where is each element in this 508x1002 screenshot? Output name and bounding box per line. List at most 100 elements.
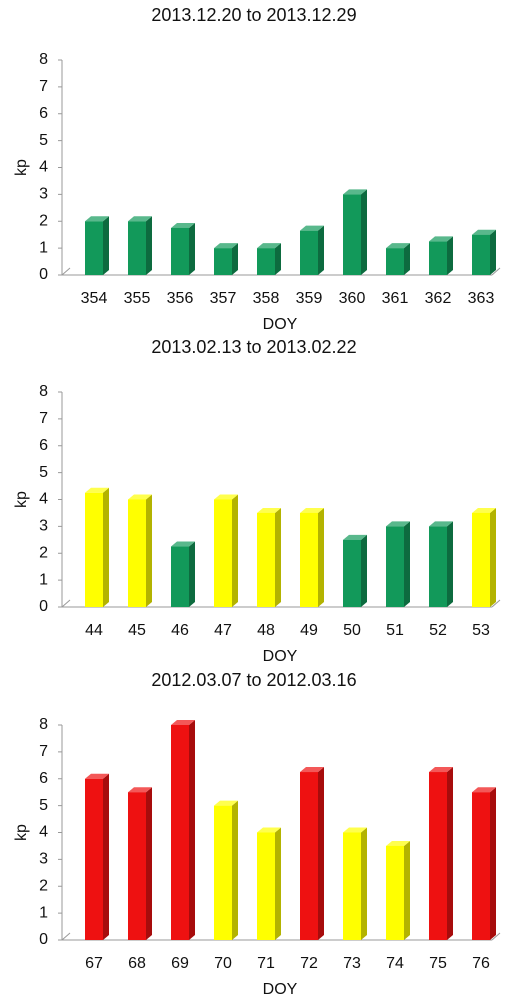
bar-side xyxy=(490,787,496,940)
x-tick-label: 48 xyxy=(257,622,275,639)
bar-side xyxy=(318,507,324,607)
x-tick-label: 361 xyxy=(382,290,409,307)
bar xyxy=(171,546,189,607)
bar xyxy=(128,792,146,940)
y-tick-label: 3 xyxy=(39,851,48,868)
bar-side xyxy=(275,243,281,275)
x-axis-label: DOY xyxy=(263,316,298,333)
x-tick-label: 52 xyxy=(429,622,447,639)
bar-side xyxy=(146,494,152,607)
bar xyxy=(214,499,232,607)
bar-top xyxy=(171,541,195,547)
bar-top xyxy=(257,507,281,513)
bar xyxy=(214,248,232,275)
x-tick-label: 46 xyxy=(171,622,189,639)
y-tick-label: 2 xyxy=(39,544,48,561)
bar xyxy=(257,832,275,940)
bar xyxy=(85,778,103,940)
y-tick-label: 7 xyxy=(39,78,48,95)
bar-side xyxy=(447,767,453,940)
bar-top xyxy=(429,236,453,242)
bar-top xyxy=(300,507,324,513)
bar-side xyxy=(275,507,281,607)
y-tick-label: 4 xyxy=(39,159,48,176)
x-tick-label: 360 xyxy=(339,290,366,307)
floor-line xyxy=(491,267,501,276)
bar xyxy=(343,539,361,607)
bar-top xyxy=(128,494,152,500)
x-tick-label: 73 xyxy=(343,955,361,972)
bar-top xyxy=(85,216,109,222)
x-tick-label: 69 xyxy=(171,955,189,972)
y-tick-label: 0 xyxy=(39,598,48,615)
x-tick-label: 75 xyxy=(429,955,447,972)
bar-top xyxy=(214,494,238,500)
bar-top xyxy=(171,720,195,725)
bar-side xyxy=(447,236,453,275)
bar-top xyxy=(85,487,109,493)
bar xyxy=(171,725,189,940)
y-tick-label: 6 xyxy=(39,437,48,454)
y-axis-label: kp xyxy=(13,824,30,841)
x-tick-label: 363 xyxy=(468,290,495,307)
x-tick-label: 68 xyxy=(128,955,146,972)
x-tick-label: 50 xyxy=(343,622,361,639)
chart-title: 2013.02.13 to 2013.02.22 xyxy=(151,337,356,357)
y-tick-label: 0 xyxy=(39,266,48,283)
bar-top xyxy=(343,534,367,540)
bar-side xyxy=(404,840,410,940)
bar-side xyxy=(189,222,195,275)
bar-side xyxy=(490,229,496,275)
y-tick-label: 8 xyxy=(39,383,48,400)
y-tick-label: 2 xyxy=(39,212,48,229)
floor-line xyxy=(61,599,71,608)
bar xyxy=(386,845,404,940)
bar-top xyxy=(128,787,152,793)
x-tick-label: 354 xyxy=(81,290,108,307)
bar-top xyxy=(300,225,324,231)
bar-top xyxy=(343,189,367,195)
floor-line xyxy=(61,932,71,941)
x-tick-label: 359 xyxy=(296,290,323,307)
bar xyxy=(300,230,318,275)
x-axis-label: DOY xyxy=(263,648,298,665)
x-tick-label: 357 xyxy=(210,290,237,307)
bar-top xyxy=(257,243,281,249)
bar-top xyxy=(257,827,281,833)
y-tick-label: 6 xyxy=(39,770,48,787)
y-tick-label: 1 xyxy=(39,904,48,921)
bar-side xyxy=(189,720,195,940)
bar xyxy=(429,241,447,275)
bar-side xyxy=(447,521,453,607)
bar-side xyxy=(189,541,195,607)
bar-side xyxy=(404,243,410,275)
bar-side xyxy=(275,827,281,940)
bar xyxy=(128,221,146,275)
bar-top xyxy=(429,521,453,527)
bar xyxy=(343,832,361,940)
y-tick-label: 3 xyxy=(39,186,48,203)
bar-top xyxy=(472,787,496,793)
bar xyxy=(472,234,490,275)
x-tick-label: 49 xyxy=(300,622,318,639)
x-tick-label: 356 xyxy=(167,290,194,307)
bar xyxy=(343,194,361,275)
bar-side xyxy=(232,243,238,275)
bar-side xyxy=(103,216,109,275)
y-tick-label: 0 xyxy=(39,931,48,948)
bar xyxy=(300,512,318,607)
bar-side xyxy=(361,534,367,607)
y-tick-label: 8 xyxy=(39,51,48,68)
bar-side xyxy=(490,507,496,607)
y-tick-label: 4 xyxy=(39,491,48,508)
x-tick-label: 72 xyxy=(300,955,318,972)
bar xyxy=(300,772,318,940)
y-tick-label: 1 xyxy=(39,571,48,588)
bar-side xyxy=(146,216,152,275)
y-tick-label: 4 xyxy=(39,824,48,841)
x-axis-label: DOY xyxy=(263,981,298,998)
bar xyxy=(257,248,275,275)
x-tick-label: 53 xyxy=(472,622,490,639)
y-tick-label: 5 xyxy=(39,464,48,481)
floor-line xyxy=(61,267,71,276)
